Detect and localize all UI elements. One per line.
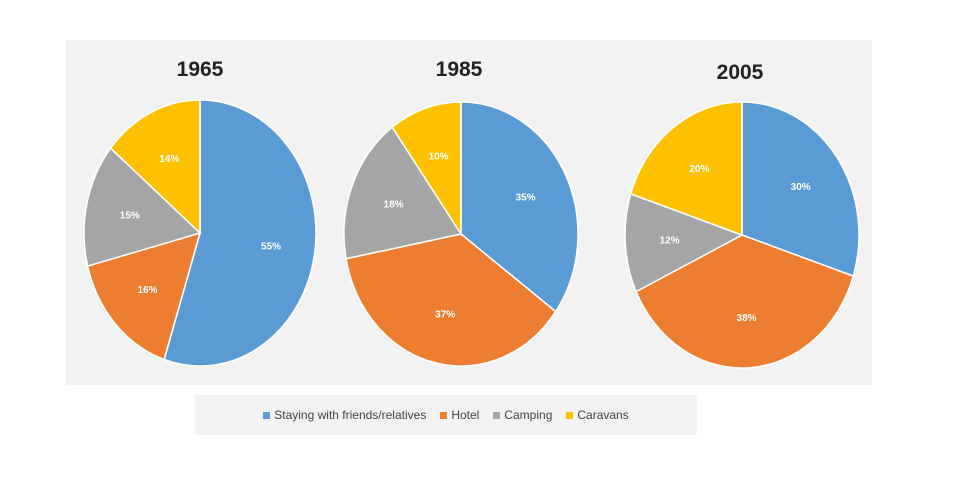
slice-label: 14% [159,154,179,165]
legend-swatch [566,411,574,419]
legend-swatch [263,411,271,419]
pie-chart-1965: 1965 55% 16% 15% 14% [83,58,317,367]
legend-item: Staying with friends/relatives [263,408,426,422]
pie-slice [109,99,201,235]
slice-label: 37% [435,309,455,320]
pie-chart-2005: 2005 30% 38% 12% 20% [624,61,860,369]
pie-title: 2005 [717,61,764,84]
pie-slice [635,234,855,369]
legend-item: Hotel [440,408,479,422]
legend-label: Hotel [451,408,480,422]
slice-label: 35% [516,192,536,203]
slice-label: 30% [791,182,811,193]
pie-title: 1985 [436,58,483,81]
slice-label: 38% [737,313,757,324]
pie-slice [624,192,744,293]
pie-slice [163,99,317,367]
slice-label: 20% [689,164,709,175]
legend-label: Camping [504,408,553,422]
slice-label: 15% [120,211,140,222]
legend-swatch [440,411,448,419]
slice-label: 18% [384,199,404,210]
slice-label: 16% [138,285,158,296]
slice-label: 12% [660,236,680,247]
legend-swatch [493,411,501,419]
chart-panel: 1965 55% 16% 15% 14% 1985 35% 37% 18% 10% 2005 30% 3… [66,40,872,385]
pie-charts: 1965 55% 16% 15% 14% 1985 35% 37% 18% 10% 2005 30% 3… [83,58,860,369]
pie-slice [460,101,579,313]
slice-label: 55% [261,241,281,252]
legend: Staying with friends/relatives Hotel Cam… [195,395,697,435]
pie-slice [343,126,463,260]
pie-slice [83,147,202,268]
legend-item: Caravans [566,408,629,422]
pie-chart-1985: 1985 35% 37% 18% 10% [343,58,579,367]
slice-label: 10% [429,152,449,163]
pie-slice [86,231,202,361]
pie-slice [345,233,557,367]
legend-item: Camping [493,408,552,422]
legend-label: Staying with friends/relatives [274,408,427,422]
pie-slice [629,101,743,237]
pie-title: 1965 [177,58,224,81]
pie-slice [391,101,462,237]
legend-label: Caravans [577,408,629,422]
pie-slice [741,101,860,278]
